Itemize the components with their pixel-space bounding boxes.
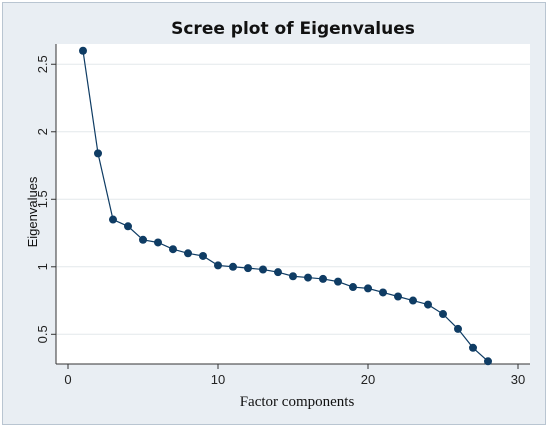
- x-axis-label: Factor components: [240, 394, 355, 410]
- data-point: [334, 277, 342, 286]
- data-point: [259, 265, 267, 274]
- series-line: [82, 50, 489, 362]
- data-point: [244, 264, 252, 273]
- series-eigenvalues: [79, 46, 492, 366]
- data-point: [364, 284, 372, 293]
- data-point: [394, 292, 402, 301]
- data-point: [214, 261, 222, 270]
- data-point: [199, 251, 207, 260]
- data-point: [229, 262, 237, 271]
- y-tick-label: 1: [35, 263, 50, 270]
- data-point: [304, 273, 312, 282]
- data-point: [94, 149, 102, 158]
- y-tick-label: 0.5: [35, 325, 50, 343]
- data-point: [289, 272, 297, 281]
- x-tick-label: 10: [211, 372, 225, 387]
- axis-ticks: 0.5 1 1.5 2 2.5 0 10 20 30: [35, 55, 525, 387]
- data-point: [484, 357, 492, 366]
- data-point: [454, 324, 462, 333]
- data-point: [139, 235, 147, 244]
- data-point: [319, 274, 327, 283]
- data-point: [169, 245, 177, 254]
- data-point: [109, 215, 117, 224]
- data-point: [379, 288, 387, 297]
- data-point: [469, 343, 477, 352]
- grid-lines: [56, 63, 530, 335]
- data-point: [349, 283, 357, 292]
- y-axis-label: Eigenvalues: [25, 176, 40, 247]
- x-tick-label: 20: [361, 372, 375, 387]
- data-point: [124, 222, 132, 231]
- data-point: [154, 238, 162, 247]
- y-tick-label: 2: [35, 128, 50, 135]
- x-tick-label: 30: [511, 372, 525, 387]
- x-tick-label: 0: [64, 372, 71, 387]
- data-point: [439, 310, 447, 319]
- data-point: [274, 268, 282, 277]
- y-tick-label: 1.5: [35, 190, 50, 208]
- plot-area: [56, 44, 530, 364]
- data-point: [424, 300, 432, 309]
- data-point: [409, 296, 417, 305]
- y-tick-label: 2.5: [35, 55, 50, 73]
- data-point: [184, 249, 192, 258]
- chart-title: Scree plot of Eigenvalues: [171, 19, 415, 39]
- data-point: [79, 46, 87, 55]
